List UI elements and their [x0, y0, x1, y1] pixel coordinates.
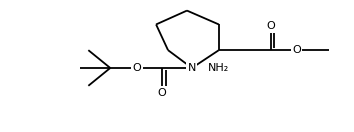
Text: O: O — [133, 63, 142, 73]
Text: O: O — [266, 21, 275, 31]
Text: N: N — [188, 63, 196, 73]
Text: O: O — [158, 88, 166, 98]
Text: O: O — [292, 45, 301, 55]
Text: NH₂: NH₂ — [208, 63, 229, 73]
